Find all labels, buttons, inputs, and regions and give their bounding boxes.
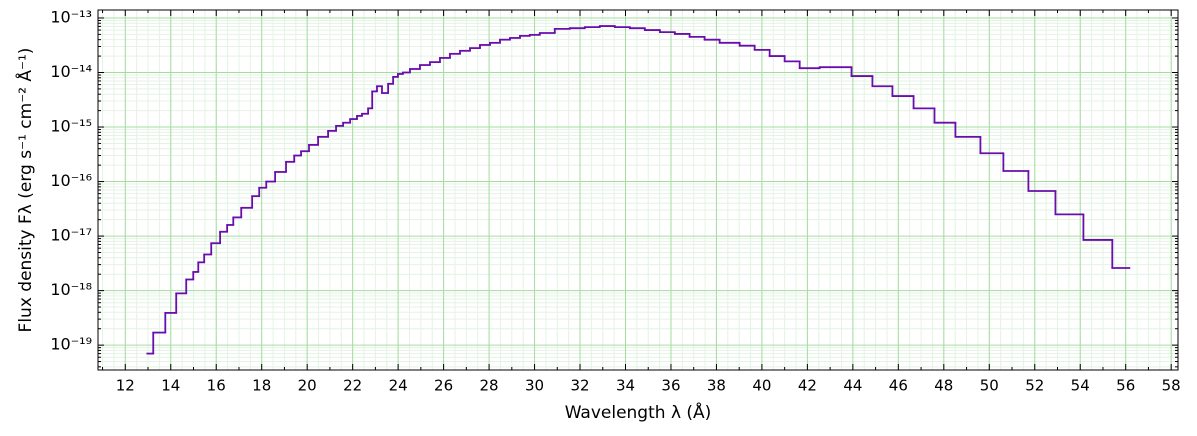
x-axis-label: Wavelength λ (Å) [565,401,712,423]
y-tick-label: 10⁻¹⁴ [50,62,92,81]
x-tick-label: 16 [207,377,226,395]
y-tick-label: 10⁻¹⁷ [50,226,92,245]
x-tick-label: 54 [1071,377,1090,395]
x-tick-label: 30 [525,377,544,395]
y-tick-label: 10⁻¹³ [50,7,92,26]
plot [146,25,1131,355]
x-tick-label: 14 [161,377,180,395]
x-tick-label: 12 [116,377,135,395]
x-tick-label: 50 [980,377,999,395]
y-tick-label: 10⁻¹⁵ [50,117,92,136]
x-tick-label: 42 [798,377,817,395]
x-tick-label: 56 [1116,377,1135,395]
x-tick-label: 36 [661,377,680,395]
y-tick-label: 10⁻¹⁸ [50,280,92,299]
x-tick-label: 28 [480,377,499,395]
x-tick-label: 48 [934,377,953,395]
x-tick-label: 26 [434,377,453,395]
grid [98,10,1178,370]
x-tick-label: 20 [298,377,317,395]
y-axis-label: Flux density Fλ (erg s⁻¹ cm⁻² Å⁻¹) [14,48,36,333]
x-tick-label: 22 [343,377,362,395]
x-tick-label: 38 [707,377,726,395]
x-tick-label: 44 [843,377,862,395]
x-tick-label: 32 [570,377,589,395]
y-tick-label: 10⁻¹⁶ [50,171,92,190]
x-tick-label: 46 [889,377,908,395]
x-tick-label: 58 [1162,377,1181,395]
x-tick-label: 52 [1025,377,1044,395]
y-tick-label: 10⁻¹⁹ [50,335,92,354]
x-tick-label: 18 [252,377,271,395]
x-tick-label: 34 [616,377,635,395]
x-tick-label: 40 [752,377,771,395]
x-tick-label: 24 [389,377,408,395]
